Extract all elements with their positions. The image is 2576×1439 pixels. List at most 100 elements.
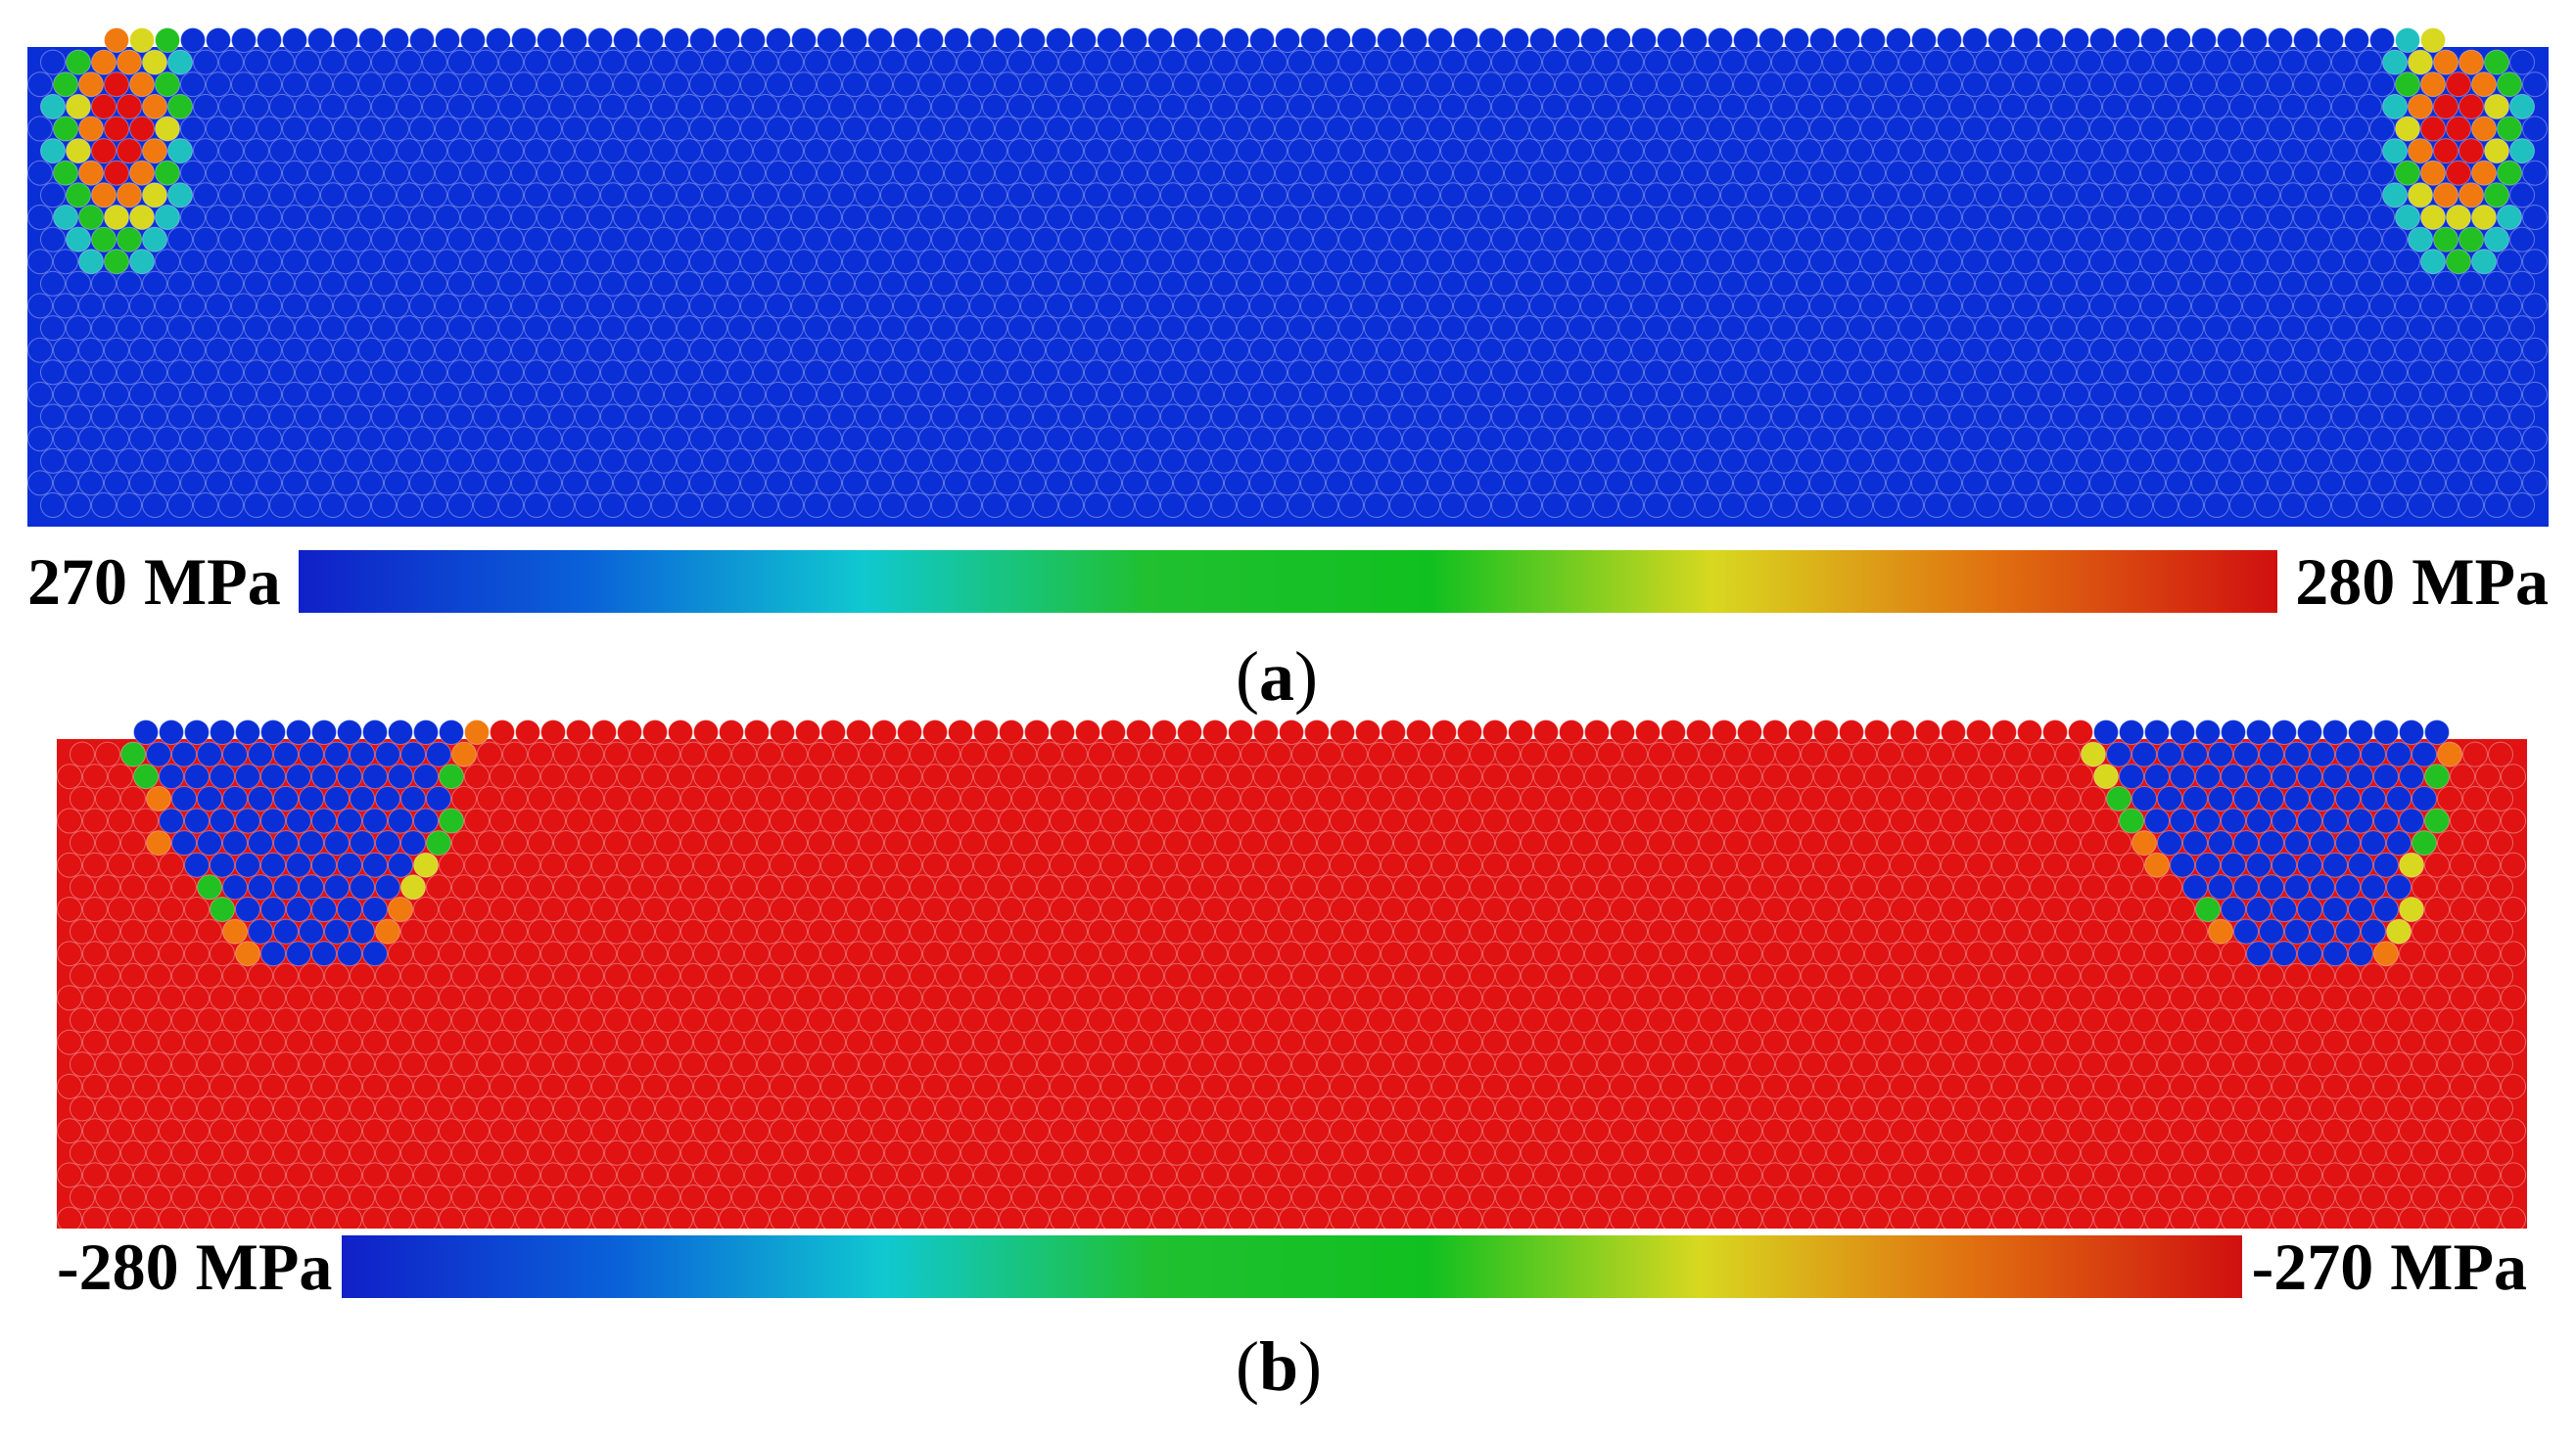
particle (1478, 116, 1504, 142)
particle (1101, 985, 1126, 1011)
particle (1542, 49, 1568, 75)
particle (982, 226, 1007, 253)
particle (2140, 27, 2166, 53)
particle (1864, 1162, 1890, 1188)
particle (511, 426, 537, 452)
particle (1682, 337, 1708, 363)
particle (133, 1118, 159, 1144)
particle (1428, 426, 1453, 452)
particle (40, 270, 66, 297)
particle (897, 764, 922, 790)
particle (549, 403, 575, 430)
particle (180, 71, 206, 98)
particle (1801, 1184, 1826, 1210)
particle (511, 27, 537, 53)
particle (2182, 785, 2208, 812)
particle (744, 1162, 770, 1188)
particle (1020, 71, 1046, 98)
particle (906, 403, 931, 430)
particle (439, 1029, 464, 1055)
particle (2306, 447, 2331, 474)
particle (1559, 941, 1584, 967)
particle (2373, 941, 2399, 967)
particle (1762, 1118, 1788, 1144)
particle (884, 1139, 910, 1166)
particle (1915, 808, 1941, 834)
particle (1826, 830, 1851, 857)
particle (897, 897, 922, 922)
particle (1262, 403, 1288, 430)
particle (269, 93, 295, 119)
particle (2373, 897, 2399, 922)
particle (2450, 1162, 2475, 1188)
particle (1495, 874, 1521, 901)
particle (473, 270, 498, 297)
particle (451, 1139, 477, 1166)
particle (1088, 874, 1113, 901)
particle (1797, 403, 1822, 430)
particle (2089, 381, 2115, 407)
particle (1911, 293, 1937, 319)
particle (2026, 403, 2051, 430)
particle (1428, 160, 1453, 186)
particle (791, 470, 817, 496)
particle (1084, 270, 1109, 297)
particle (117, 138, 142, 164)
particle (591, 1073, 617, 1099)
particle (935, 1007, 960, 1034)
particle (740, 160, 766, 186)
particle (1338, 359, 1364, 386)
particle (1364, 226, 1389, 253)
particle (2242, 426, 2268, 452)
particle (426, 785, 451, 812)
particle (2004, 830, 2030, 857)
particle (422, 93, 447, 119)
particle (2459, 359, 2484, 386)
particle (969, 249, 995, 275)
particle (159, 1162, 184, 1188)
particle (460, 249, 486, 275)
particle (1848, 403, 1873, 430)
particle (2038, 27, 2064, 53)
particle (689, 337, 715, 363)
particle (1431, 1029, 1457, 1055)
particle (1568, 138, 1593, 164)
particle (1249, 116, 1275, 142)
particle (1466, 492, 1491, 518)
particle (2051, 447, 2077, 474)
particle (2038, 160, 2064, 186)
particle (358, 293, 384, 319)
particle (982, 182, 1007, 209)
particle (591, 985, 617, 1011)
particle (2424, 808, 2450, 834)
particle (273, 1051, 299, 1078)
particle (591, 764, 617, 790)
particle (1941, 1118, 1966, 1144)
particle (1326, 71, 1351, 98)
particle (142, 49, 167, 75)
particle (1661, 764, 1686, 790)
particle (362, 1162, 388, 1188)
particle (973, 764, 999, 790)
particle (2026, 182, 2051, 209)
particle (1249, 470, 1275, 496)
particle (893, 470, 918, 496)
particle (1224, 381, 1249, 407)
particle (2208, 785, 2233, 812)
particle (2157, 1184, 2182, 1210)
particle (1555, 426, 1580, 452)
particle (2399, 852, 2424, 878)
particle (808, 1139, 833, 1166)
particle (1046, 381, 1071, 407)
particle (146, 830, 171, 857)
particle (1898, 492, 1924, 518)
particle (1135, 403, 1160, 430)
particle (1762, 764, 1788, 790)
particle (1580, 160, 1606, 186)
particle (1050, 897, 1075, 922)
particle (766, 249, 791, 275)
particle (1253, 941, 1279, 967)
particle (70, 741, 95, 767)
particle (324, 1139, 350, 1166)
particle (1075, 808, 1101, 834)
